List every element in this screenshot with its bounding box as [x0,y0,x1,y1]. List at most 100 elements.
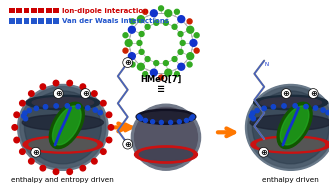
Circle shape [251,111,255,115]
Text: ⊕: ⊕ [32,148,39,157]
Ellipse shape [26,95,100,110]
Ellipse shape [53,106,81,145]
Circle shape [178,50,183,54]
Circle shape [255,108,259,113]
Circle shape [108,125,114,130]
Circle shape [262,106,266,111]
Circle shape [165,10,172,17]
Circle shape [20,100,25,106]
Circle shape [98,110,102,115]
Circle shape [172,57,177,62]
Circle shape [128,26,135,33]
Circle shape [143,9,148,14]
Text: ⊕: ⊕ [283,89,290,98]
Circle shape [159,6,164,11]
Circle shape [43,105,48,109]
Circle shape [187,53,194,60]
Ellipse shape [248,87,329,168]
Circle shape [154,61,159,66]
Ellipse shape [280,106,309,145]
Circle shape [29,159,34,164]
Bar [31,18,37,24]
Circle shape [251,116,256,121]
Ellipse shape [250,115,329,130]
Ellipse shape [254,95,328,110]
Circle shape [169,120,173,124]
Circle shape [23,116,28,121]
Circle shape [106,112,112,118]
Circle shape [187,19,192,24]
Text: HMeQ[7]: HMeQ[7] [140,75,182,84]
Circle shape [27,108,31,113]
Ellipse shape [22,115,104,130]
Circle shape [178,32,183,36]
Circle shape [143,72,148,77]
Ellipse shape [20,87,106,168]
Circle shape [128,53,135,60]
Circle shape [178,16,185,22]
Circle shape [145,57,150,62]
Ellipse shape [135,107,197,167]
Circle shape [139,117,143,121]
Circle shape [189,117,193,121]
Bar [24,18,30,24]
Circle shape [125,40,132,46]
Bar [53,18,59,24]
Circle shape [12,125,17,130]
Circle shape [123,48,128,53]
Circle shape [86,106,90,110]
Ellipse shape [251,136,329,153]
Circle shape [164,20,168,25]
Circle shape [194,33,199,38]
Ellipse shape [18,84,108,170]
Circle shape [150,69,157,76]
Circle shape [151,120,155,124]
Ellipse shape [141,112,191,122]
Circle shape [91,91,97,96]
Ellipse shape [136,109,196,124]
Bar [31,8,37,13]
Ellipse shape [49,102,84,149]
Ellipse shape [139,149,193,160]
Text: Van der Waals interactions: Van der Waals interactions [63,18,169,24]
Text: ⊕: ⊕ [124,140,131,149]
Circle shape [53,169,59,174]
Circle shape [80,84,86,89]
Circle shape [54,104,58,108]
Circle shape [137,115,141,119]
Bar [9,18,15,24]
Circle shape [282,104,286,108]
Circle shape [145,24,150,29]
Bar [24,8,30,13]
Circle shape [150,10,157,17]
Bar [38,8,44,13]
Circle shape [143,119,147,122]
Ellipse shape [131,104,201,170]
Circle shape [293,104,297,108]
Circle shape [137,40,142,45]
Circle shape [20,149,25,154]
Circle shape [40,165,46,171]
Circle shape [159,120,163,124]
Circle shape [172,24,177,29]
Circle shape [185,119,189,122]
Ellipse shape [260,98,321,108]
Circle shape [154,20,159,25]
Bar [16,8,22,13]
Text: ≡: ≡ [157,84,165,94]
Circle shape [123,33,128,38]
Circle shape [91,159,97,164]
Text: ⊕: ⊕ [124,58,131,67]
Circle shape [271,105,275,109]
Circle shape [139,32,144,36]
Circle shape [249,114,254,118]
Text: enthalpy driven: enthalpy driven [262,177,319,184]
Circle shape [194,48,199,53]
Circle shape [106,137,112,143]
Bar [38,18,44,24]
Circle shape [130,19,135,24]
Circle shape [40,84,46,89]
Circle shape [164,61,168,66]
Bar [53,8,59,13]
Circle shape [304,104,308,109]
